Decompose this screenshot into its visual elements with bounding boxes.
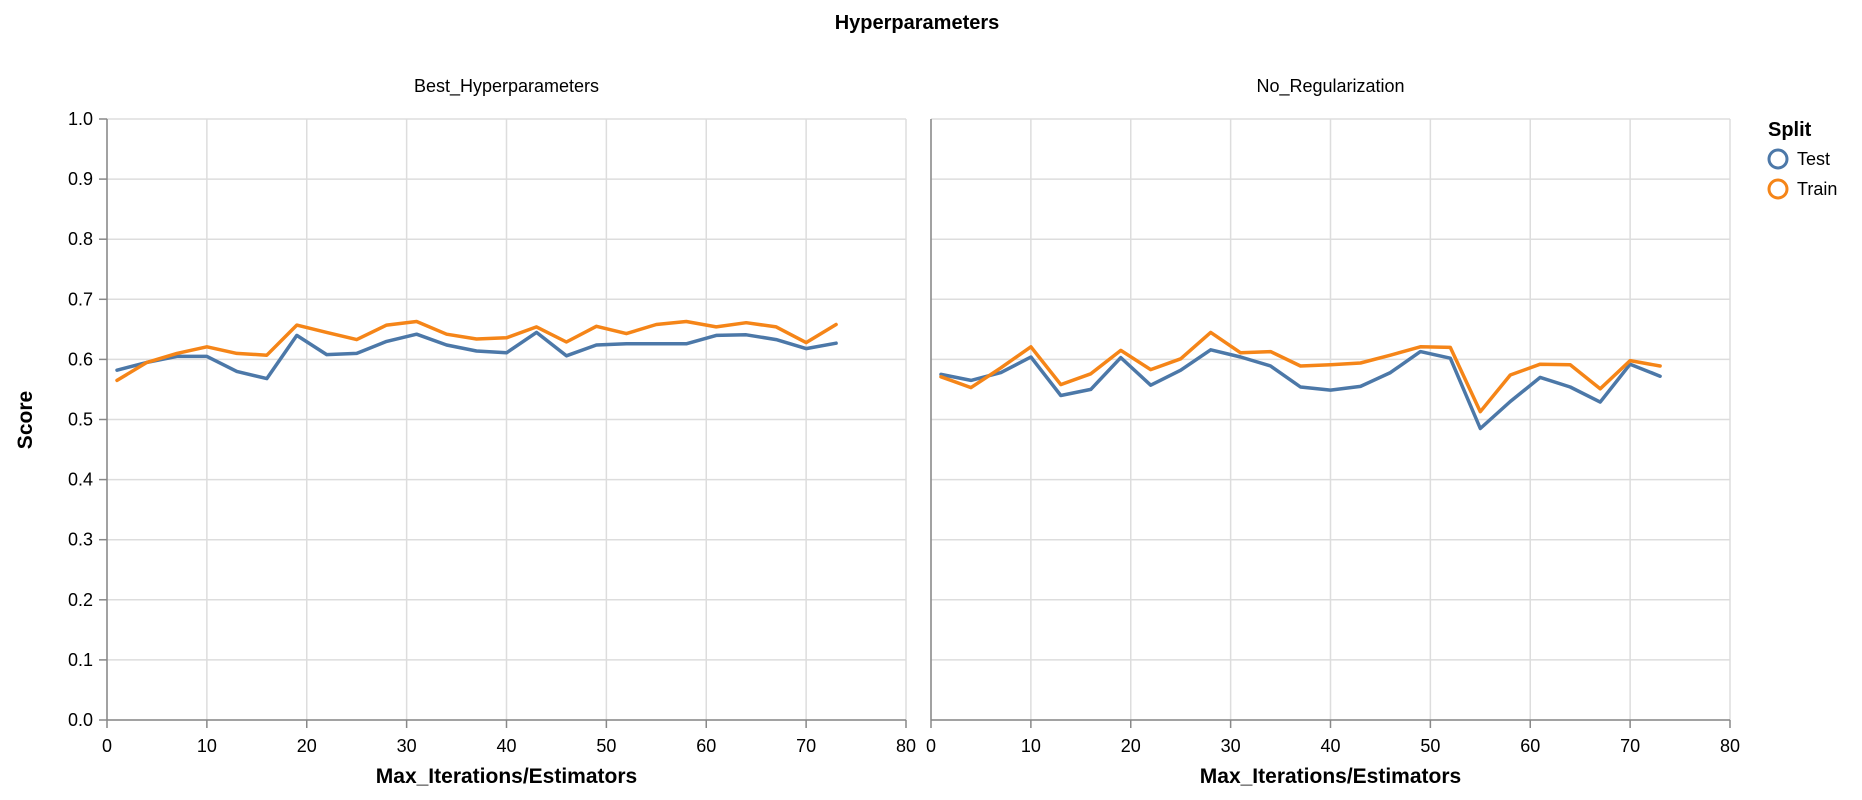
legend-title: Split (1768, 119, 1812, 141)
x-tick-label: 50 (596, 736, 616, 756)
y-tick-label: 0.3 (68, 530, 93, 550)
x-tick-label: 40 (1320, 736, 1340, 756)
x-tick-label: 20 (1121, 736, 1141, 756)
y-tick-label: 0.7 (68, 289, 93, 309)
facet-panel-1: No_Regularization 0 10 20 30 40 50 60 70 80 Max_It… (926, 76, 1740, 788)
x-tick-label: 20 (297, 736, 317, 756)
x-tick-label: 70 (1620, 736, 1640, 756)
x-tick-label: 40 (496, 736, 516, 756)
series-line-train (115, 319, 838, 383)
legend-symbol-test (1767, 148, 1789, 170)
y-tick-label: 0.1 (68, 650, 93, 670)
series-line-train (939, 330, 1662, 414)
x-axis-title: Max_Iterations/Estimators (376, 765, 637, 788)
y-tick-label: 0.4 (68, 470, 93, 490)
y-tick-label: 0.5 (68, 410, 93, 430)
chart-title: Hyperparameters (835, 12, 1000, 34)
facet-title: Best_Hyperparameters (414, 76, 599, 97)
y-tick-label: 0.8 (68, 229, 93, 249)
x-tick-label: 10 (197, 736, 217, 756)
facets-layer: Best_Hyperparameters 0 10 20 30 40 50 60 70 80 0.0… (68, 76, 1740, 788)
y-tick-label: 0.0 (68, 710, 93, 730)
x-tick-label: 80 (896, 736, 916, 756)
facet-title: No_Regularization (1256, 76, 1404, 97)
y-axis-title: Score (14, 391, 37, 449)
legend-entries: Test Train (1767, 148, 1837, 200)
x-tick-label: 50 (1420, 736, 1440, 756)
y-tick-label: 0.9 (68, 169, 93, 189)
x-tick-label: 0 (926, 736, 936, 756)
legend-label-test: Test (1797, 149, 1830, 169)
series-line-test (115, 330, 838, 381)
legend: Split Test Train (1767, 119, 1837, 200)
x-axis-title: Max_Iterations/Estimators (1200, 765, 1461, 788)
x-tick-label: 60 (696, 736, 716, 756)
series-line-test (939, 348, 1662, 431)
x-tick-label: 0 (102, 736, 112, 756)
x-tick-label: 10 (1021, 736, 1041, 756)
x-tick-label: 30 (1221, 736, 1241, 756)
y-tick-label: 0.2 (68, 590, 93, 610)
x-tick-label: 60 (1520, 736, 1540, 756)
x-tick-label: 70 (796, 736, 816, 756)
y-tick-label: 0.6 (68, 349, 93, 369)
legend-label-train: Train (1797, 179, 1837, 199)
legend-symbol-train (1767, 178, 1789, 200)
y-tick-label: 1.0 (68, 109, 93, 129)
facet-panel-0: Best_Hyperparameters 0 10 20 30 40 50 60 70 80 0.0… (68, 76, 916, 788)
x-tick-label: 30 (397, 736, 417, 756)
x-tick-label: 80 (1720, 736, 1740, 756)
